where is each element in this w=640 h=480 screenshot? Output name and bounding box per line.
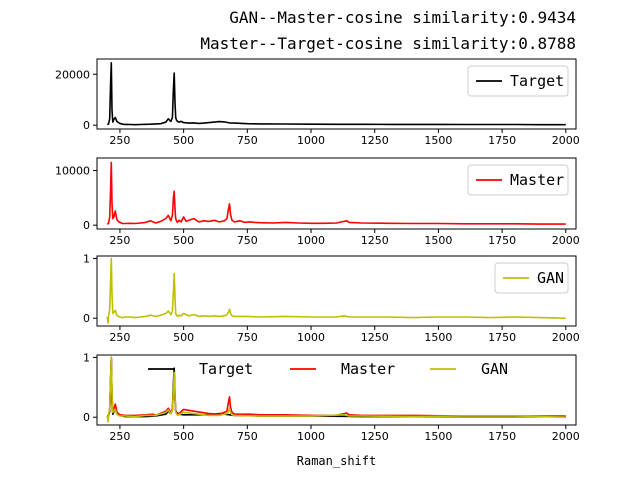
x-tick-label: 1000 xyxy=(297,430,325,443)
x-tick-label: 750 xyxy=(237,234,258,247)
x-tick-label: 500 xyxy=(173,134,194,147)
x-tick-label: 500 xyxy=(173,331,194,344)
subplot-3: 250 500 750 1000 1250 1500 1750 2000 0 1 GAN xyxy=(83,252,580,344)
x-tick-label: 2000 xyxy=(552,134,580,147)
legend-box xyxy=(467,164,569,196)
x-tick-label: 2000 xyxy=(552,234,580,247)
x-tick-label: 1000 xyxy=(297,134,325,147)
x-tick-label: 750 xyxy=(237,134,258,147)
y-tick-label: 0 xyxy=(83,411,90,424)
x-tick-label: 500 xyxy=(173,430,194,443)
x-tick-label: 1000 xyxy=(297,331,325,344)
x-tick-label: 250 xyxy=(109,430,130,443)
legend-box xyxy=(467,65,569,97)
legend-label-target: Target xyxy=(510,72,564,90)
y-tick-label: 20000 xyxy=(55,68,90,81)
subplot-4: 250 500 750 1000 1250 1500 1750 2000 0 1 Raman_shi… xyxy=(83,351,580,468)
x-tick-label: 1500 xyxy=(424,331,452,344)
x-tick-label: 1500 xyxy=(424,234,452,247)
legend-label-master: Master xyxy=(510,171,564,189)
series-line-gan xyxy=(106,356,566,423)
plot-frame xyxy=(96,157,577,230)
x-tick-label: 1750 xyxy=(488,234,516,247)
plot-frame xyxy=(96,58,577,130)
x-tick-label: 2000 xyxy=(552,430,580,443)
x-tick-label: 250 xyxy=(109,134,130,147)
subplot-2: 250 500 750 1000 1250 1500 1750 2000 0 10000 Maste… xyxy=(55,157,580,247)
legend-label-gan: GAN xyxy=(537,269,564,287)
x-tick-label: 1750 xyxy=(488,134,516,147)
x-tick-label: 2000 xyxy=(552,331,580,344)
legend-label-target: Target xyxy=(199,360,253,378)
title-line-1: GAN--Master-cosine similarity:0.9434 xyxy=(229,8,576,27)
y-tick-label: 10000 xyxy=(55,165,90,178)
x-tick-label: 1750 xyxy=(488,430,516,443)
x-tick-label: 1500 xyxy=(424,430,452,443)
y-tick-label: 0 xyxy=(83,119,90,132)
legend-label-gan: GAN xyxy=(481,360,508,378)
series-line-gan xyxy=(106,257,566,324)
x-tick-label: 1000 xyxy=(297,234,325,247)
y-tick-label: 1 xyxy=(83,351,90,364)
x-tick-label: 750 xyxy=(237,430,258,443)
y-tick-label: 0 xyxy=(83,312,90,325)
plot-frame xyxy=(96,354,577,426)
x-tick-label: 1250 xyxy=(361,234,389,247)
x-tick-label: 1250 xyxy=(361,331,389,344)
y-tick-label: 0 xyxy=(83,219,90,232)
series-line-target xyxy=(107,61,566,126)
legend-box xyxy=(494,262,569,294)
x-axis-label: Raman_shift xyxy=(297,454,376,468)
x-tick-label: 1750 xyxy=(488,331,516,344)
x-tick-label: 750 xyxy=(237,331,258,344)
x-tick-label: 1250 xyxy=(361,134,389,147)
plot-frame xyxy=(96,255,577,327)
x-tick-label: 1500 xyxy=(424,134,452,147)
legend-label-master: Master xyxy=(341,360,395,378)
x-tick-label: 250 xyxy=(109,331,130,344)
title-line-2: Master--Target-cosine similarity:0.8788 xyxy=(200,34,576,53)
x-tick-label: 250 xyxy=(109,234,130,247)
x-tick-label: 500 xyxy=(173,234,194,247)
y-tick-label: 1 xyxy=(83,252,90,265)
x-tick-label: 1250 xyxy=(361,430,389,443)
series-line-master xyxy=(106,161,566,225)
